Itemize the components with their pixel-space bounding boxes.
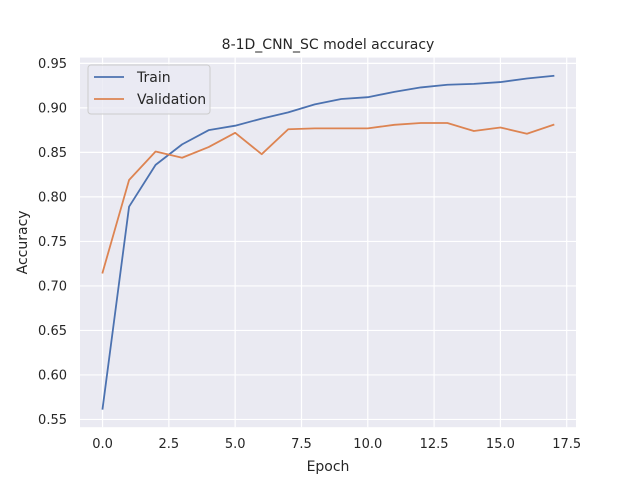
y-axis-title: Accuracy: [15, 210, 31, 274]
y-tick-label: 0.70: [38, 279, 67, 294]
x-tick-label: 15.0: [486, 437, 515, 452]
x-tick-label: 7.5: [291, 437, 312, 452]
x-tick-label: 0.0: [92, 437, 113, 452]
legend-label-train: Train: [136, 70, 171, 86]
y-tick-label: 0.85: [38, 146, 67, 161]
x-axis: 0.0 2.5 5.0 7.5 10.0 12.5 15.0 17.5: [92, 437, 581, 452]
grid: [80, 57, 576, 428]
x-axis-title: Epoch: [307, 459, 350, 475]
legend: Train Validation: [87, 64, 211, 115]
y-tick-label: 0.60: [38, 368, 67, 383]
series-line-train: [101, 74, 555, 410]
y-tick-label: 0.90: [38, 101, 67, 116]
x-tick-label: 2.5: [159, 437, 180, 452]
y-tick-label: 0.65: [38, 324, 67, 339]
x-tick-label: 10.0: [353, 437, 382, 452]
y-tick-label: 0.95: [38, 57, 67, 72]
x-tick-label: 12.5: [420, 437, 449, 452]
plot-area: [80, 57, 576, 428]
y-axis: 0.55 0.60 0.65 0.70 0.75 0.80 0.85 0.90 0.95: [38, 57, 67, 428]
series-line-validation: [101, 122, 555, 274]
y-tick-label: 0.80: [38, 190, 67, 205]
series-layer: [101, 74, 555, 410]
y-tick-label: 0.75: [38, 235, 67, 250]
x-tick-label: 5.0: [225, 437, 246, 452]
x-tick-label: 17.5: [552, 437, 581, 452]
y-tick-label: 0.55: [38, 413, 67, 428]
chart-title: 8-1D_CNN_SC model accuracy: [222, 37, 435, 53]
legend-label-validation: Validation: [137, 92, 206, 108]
